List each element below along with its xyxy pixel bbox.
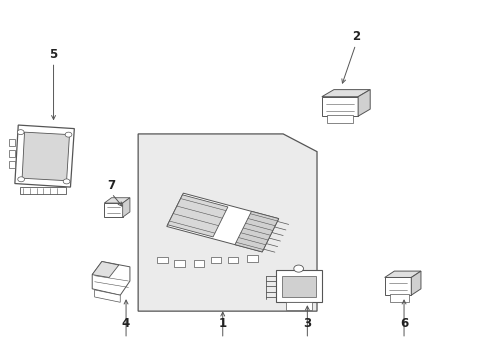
Bar [326, 116, 352, 123]
Polygon shape [384, 278, 410, 295]
Circle shape [63, 179, 70, 184]
Bar [281, 276, 315, 297]
Bar [389, 294, 408, 302]
Bar [9, 139, 15, 146]
Polygon shape [166, 193, 278, 252]
Polygon shape [122, 198, 130, 217]
Text: 1: 1 [218, 317, 226, 330]
Polygon shape [357, 90, 369, 116]
Polygon shape [167, 195, 227, 237]
Polygon shape [138, 134, 316, 311]
Text: 6: 6 [399, 317, 407, 330]
Bar [9, 150, 15, 157]
Text: 3: 3 [303, 317, 311, 330]
Text: 4: 4 [122, 317, 130, 330]
Bar [174, 260, 184, 267]
Polygon shape [92, 261, 130, 295]
Polygon shape [92, 261, 119, 278]
Polygon shape [321, 97, 357, 116]
Polygon shape [104, 203, 122, 217]
Polygon shape [275, 270, 321, 302]
Circle shape [65, 132, 72, 137]
Bar [285, 302, 311, 310]
Polygon shape [410, 271, 420, 295]
Polygon shape [104, 198, 130, 203]
Bar [246, 255, 257, 261]
Polygon shape [22, 132, 69, 181]
Polygon shape [95, 290, 120, 302]
Bar [210, 257, 221, 263]
Circle shape [17, 130, 24, 135]
Text: 5: 5 [49, 48, 58, 60]
Text: 7: 7 [107, 179, 115, 192]
Circle shape [293, 265, 303, 272]
Polygon shape [234, 211, 278, 252]
Bar [227, 257, 238, 263]
Bar [157, 257, 168, 263]
Polygon shape [321, 90, 369, 97]
Polygon shape [15, 125, 74, 187]
Bar [9, 161, 15, 168]
Bar [20, 187, 65, 194]
Polygon shape [384, 271, 420, 278]
Bar [193, 260, 204, 267]
Text: 2: 2 [351, 30, 359, 43]
Circle shape [18, 177, 24, 182]
